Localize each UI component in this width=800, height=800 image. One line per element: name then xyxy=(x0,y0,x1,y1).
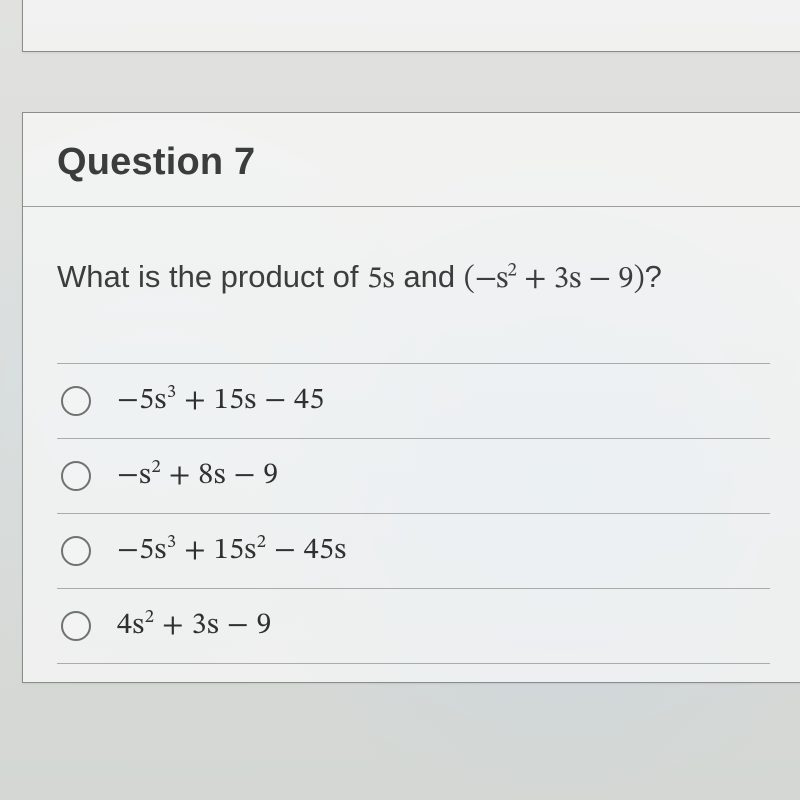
term1-exp: 2 xyxy=(507,261,517,281)
opt-exp1: 3 xyxy=(167,384,177,402)
term1: −s xyxy=(475,264,508,295)
option-row[interactable]: −5s3 + 15s2 − 45s xyxy=(57,513,770,588)
option-row[interactable]: −5s3 + 15s − 45 xyxy=(57,363,770,438)
opt-mid: + 8s − 9 xyxy=(161,461,278,491)
option-row[interactable]: −s2 + 8s − 9 xyxy=(57,438,770,513)
prompt-math-1: 5s xyxy=(367,264,395,295)
option-row[interactable]: 4s2 + 3s − 9 xyxy=(57,588,770,664)
opt-lead: 4s xyxy=(117,611,145,641)
opt-mid: + 15s xyxy=(177,536,257,566)
option-text: −s2 + 8s − 9 xyxy=(117,457,279,495)
opt-mid: + 15s − 45 xyxy=(177,386,325,416)
radio-icon[interactable] xyxy=(61,386,91,416)
prompt-suffix: ? xyxy=(645,259,662,294)
question-header: Question 7 xyxy=(23,113,800,207)
opt-lead: −5s xyxy=(117,386,167,416)
previous-question-card xyxy=(22,0,800,52)
opt-exp1: 2 xyxy=(145,609,155,627)
radio-icon[interactable] xyxy=(61,461,91,491)
opt-tail: − 45s xyxy=(267,536,347,566)
option-text: −5s3 + 15s2 − 45s xyxy=(117,532,347,570)
options-list: −5s3 + 15s − 45 −s2 + 8s − 9 −5s3 + 15s2… xyxy=(57,363,770,664)
paren-open: ( xyxy=(464,264,475,295)
question-body: What is the product of 5s and (−s2 + 3s … xyxy=(23,207,800,682)
paren-close: ) xyxy=(634,264,645,295)
question-prompt: What is the product of 5s and (−s2 + 3s … xyxy=(57,259,770,299)
option-text: −5s3 + 15s − 45 xyxy=(117,382,325,420)
opt-exp1: 3 xyxy=(167,534,177,552)
question-card: Question 7 What is the product of 5s and… xyxy=(22,112,800,683)
opt-exp2: 2 xyxy=(257,534,267,552)
prompt-mid: and xyxy=(395,259,464,294)
option-text: 4s2 + 3s − 9 xyxy=(117,607,272,645)
opt-lead: −5s xyxy=(117,536,167,566)
opt-exp1: 2 xyxy=(151,459,161,477)
radio-icon[interactable] xyxy=(61,611,91,641)
question-title: Question 7 xyxy=(57,141,770,184)
prompt-prefix: What is the product of xyxy=(57,259,367,294)
radio-icon[interactable] xyxy=(61,536,91,566)
quiz-screen: Question 7 What is the product of 5s and… xyxy=(0,0,800,800)
opt-mid: + 3s − 9 xyxy=(154,611,271,641)
opt-lead: −s xyxy=(117,461,151,491)
prompt-math-2: (−s2 + 3s − 9) xyxy=(464,264,645,295)
term-rest: + 3s − 9 xyxy=(517,264,634,295)
